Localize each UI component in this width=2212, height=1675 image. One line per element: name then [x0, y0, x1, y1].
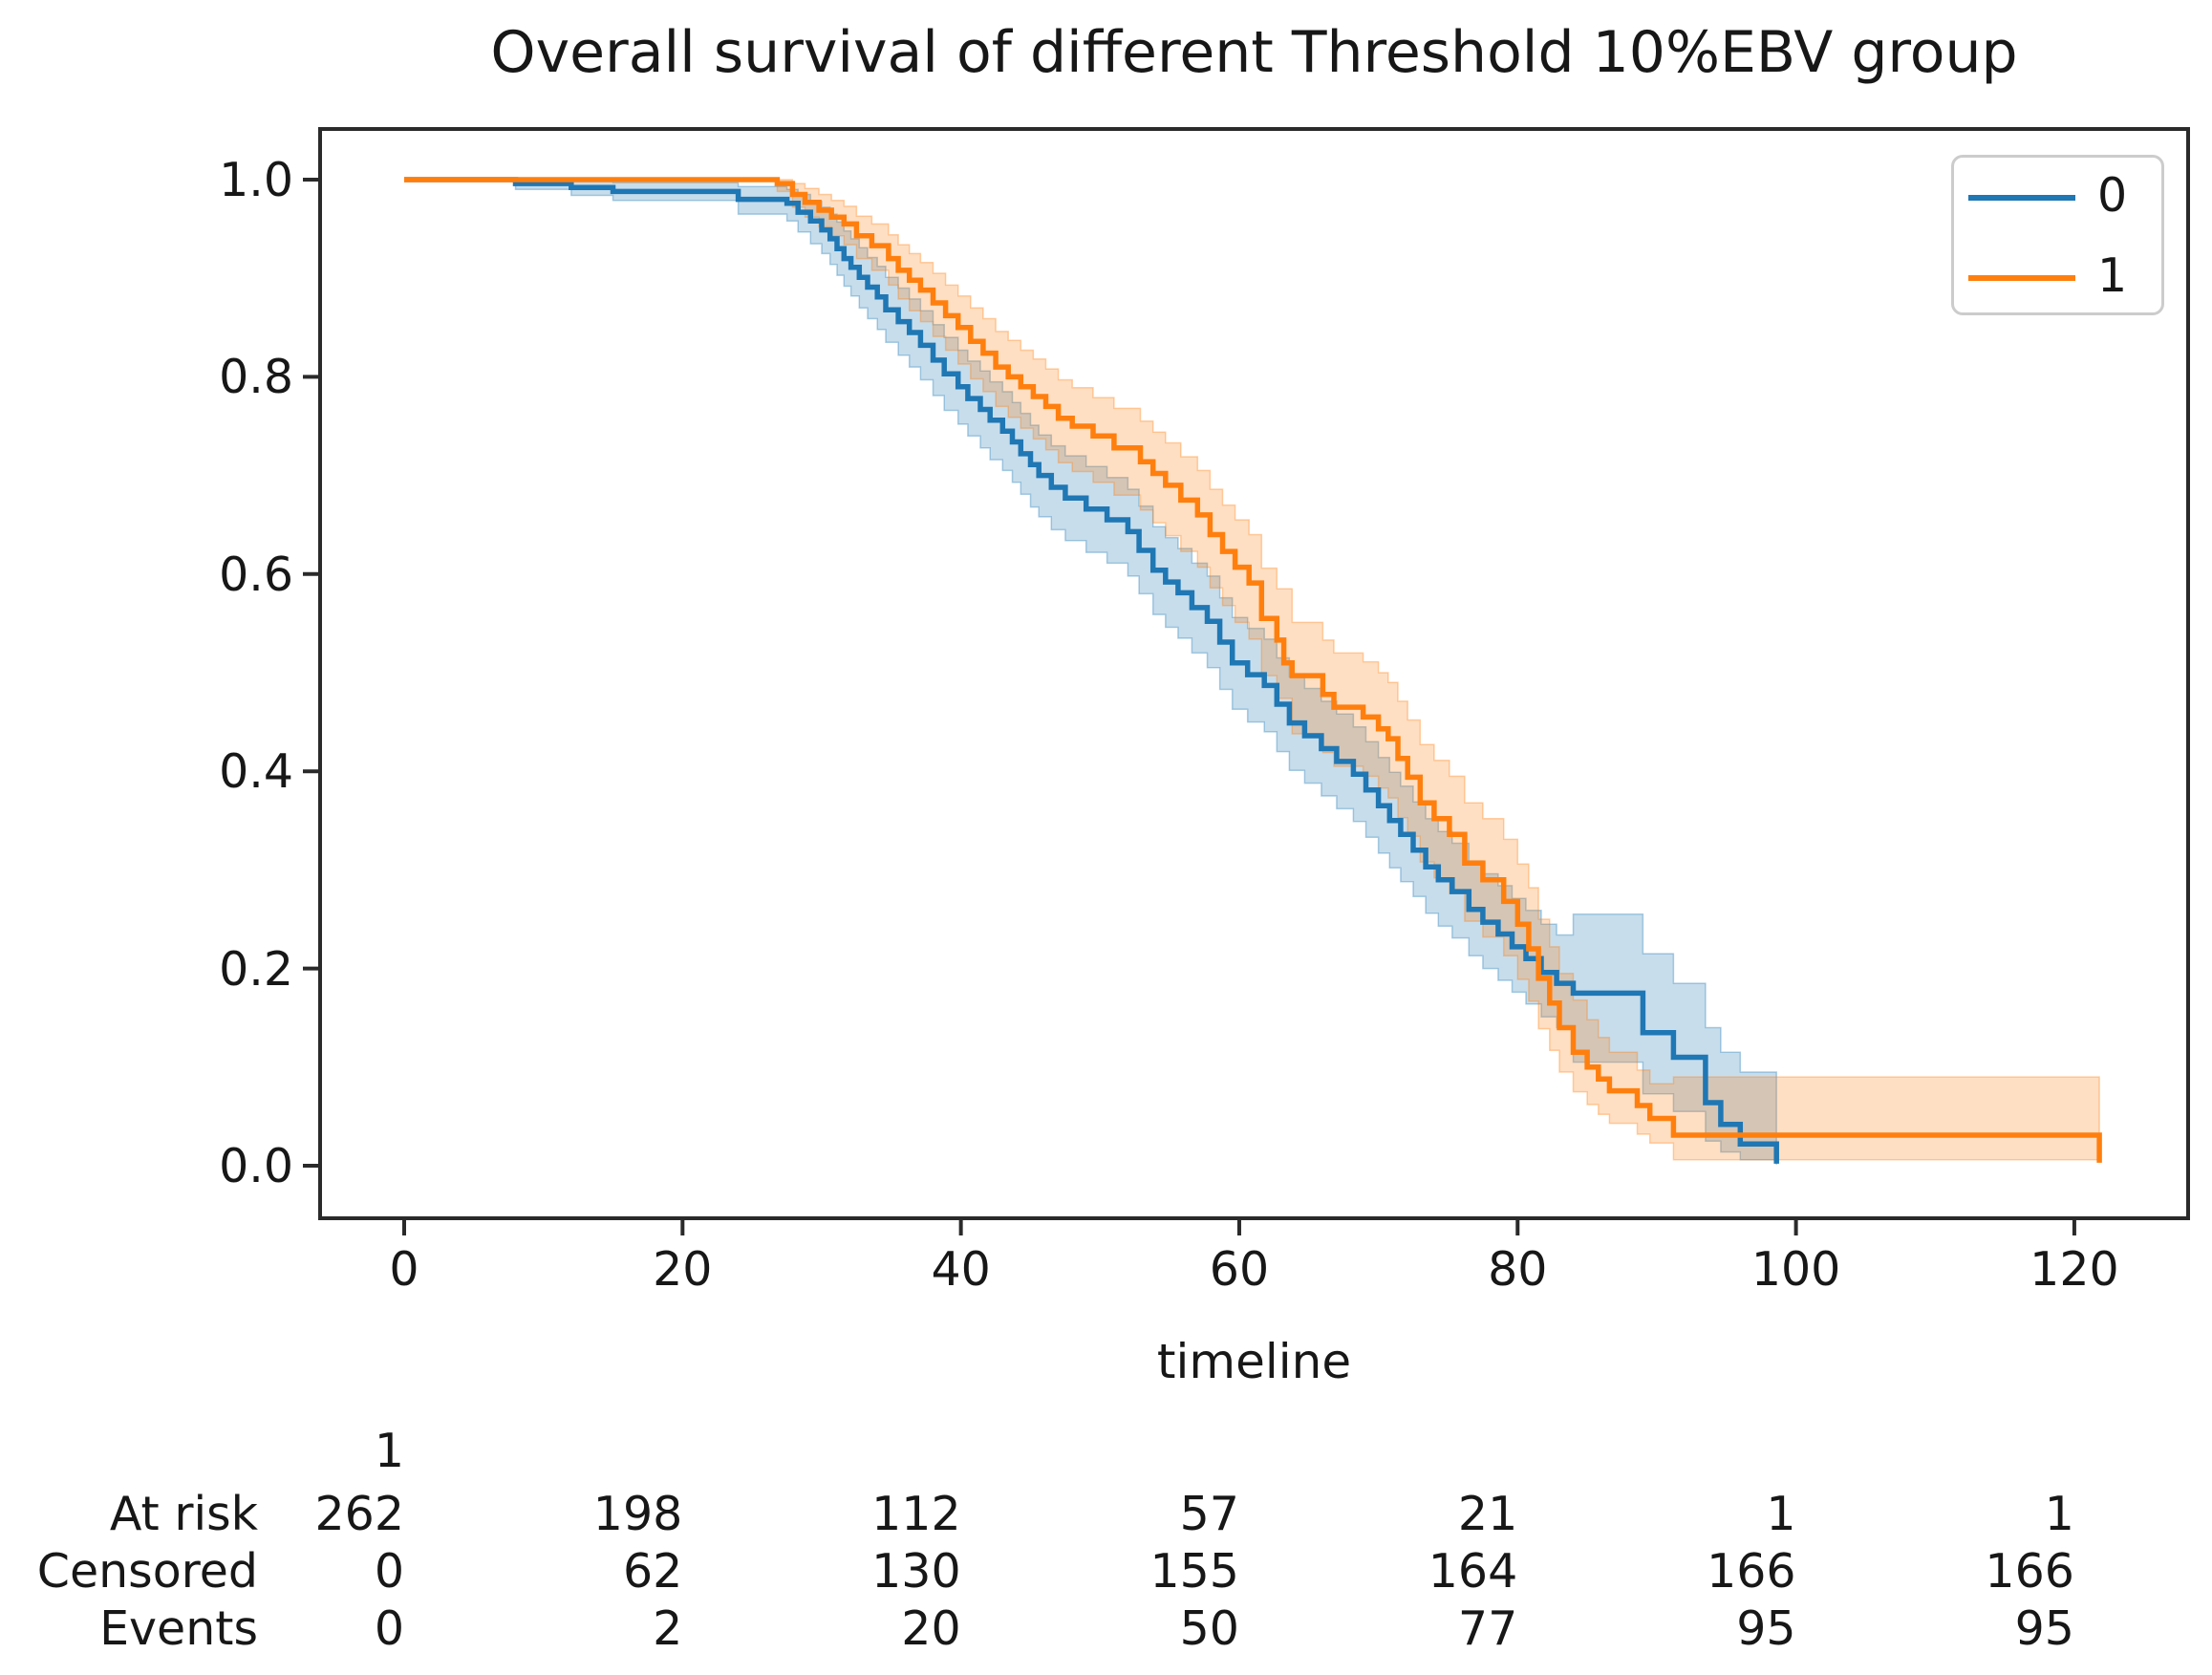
- x-tick-label-120: 120: [2029, 1242, 2119, 1297]
- y-tick-label-0.8: 0.8: [219, 350, 293, 405]
- risk-value-at-risk-t20: 198: [592, 1487, 683, 1541]
- risk-value-censored-t20: 62: [622, 1544, 683, 1599]
- y-tick-label-1.0: 1.0: [219, 153, 293, 207]
- risk-row-label-censored: Censored: [36, 1544, 258, 1599]
- risk-value-at-risk-t120: 1: [2044, 1487, 2074, 1541]
- legend-item-group-1: 1: [1954, 238, 2161, 318]
- x-tick-label-100: 100: [1750, 1242, 1841, 1297]
- risk-value-censored-t0: 0: [374, 1544, 404, 1599]
- risk-value-events-t20: 2: [653, 1601, 683, 1656]
- risk-value-events-t0: 0: [374, 1601, 404, 1656]
- risk-row-label-at-risk: At risk: [109, 1487, 258, 1541]
- risk-value-censored-t100: 166: [1707, 1544, 1796, 1599]
- x-tick-label-40: 40: [931, 1242, 991, 1297]
- x-tick-label-60: 60: [1209, 1242, 1270, 1297]
- ci-band-group-0: [514, 179, 1777, 1165]
- risk-value-censored-t40: 130: [871, 1544, 961, 1599]
- y-tick-label-0.4: 0.4: [219, 744, 293, 800]
- legend-box: 0 1: [1951, 155, 2164, 315]
- risk-value-events-t80: 77: [1457, 1601, 1518, 1656]
- y-tick-label-0.6: 0.6: [219, 547, 293, 602]
- x-tick-label-80: 80: [1488, 1242, 1548, 1297]
- risk-value-censored-t120: 166: [1985, 1544, 2074, 1599]
- risk-value-at-risk-t40: 112: [871, 1487, 961, 1541]
- chart-title: Overall survival of different Threshold …: [490, 19, 2018, 86]
- legend-line-swatch-blue: [1968, 195, 2075, 201]
- survival-curve-group-1: [404, 177, 2102, 1163]
- y-tick-label-0.2: 0.2: [219, 941, 293, 997]
- survival-curve-group-0: [404, 177, 1779, 1164]
- risk-value-censored-t60: 155: [1149, 1544, 1239, 1599]
- x-axis-label: timeline: [1156, 1334, 1352, 1389]
- ci-band-group-1: [776, 179, 2100, 1161]
- risk-value-events-t100: 95: [1736, 1601, 1796, 1656]
- risk-value-at-risk-t80: 21: [1457, 1487, 1518, 1541]
- legend-label-group-1: 1: [2097, 248, 2128, 304]
- risk-value-censored-t80: 164: [1428, 1544, 1518, 1599]
- risk-value-events-t60: 50: [1179, 1601, 1239, 1656]
- x-tick-label-0: 0: [389, 1242, 419, 1297]
- risk-row-label-events: Events: [99, 1601, 258, 1656]
- at-risk-group-label: 1: [374, 1424, 404, 1478]
- axes-box: [318, 127, 2190, 1220]
- risk-value-events-t40: 20: [901, 1601, 961, 1656]
- risk-value-at-risk-t100: 1: [1766, 1487, 1796, 1541]
- legend-item-group-0: 0: [1954, 158, 2161, 238]
- x-tick-label-20: 20: [653, 1242, 713, 1297]
- legend-line-swatch-orange: [1968, 275, 2075, 281]
- risk-value-events-t120: 95: [2014, 1601, 2074, 1656]
- y-tick-label-0.0: 0.0: [219, 1139, 293, 1193]
- legend-label-group-0: 0: [2097, 168, 2128, 224]
- risk-value-at-risk-t0: 262: [314, 1487, 404, 1541]
- risk-value-at-risk-t60: 57: [1179, 1487, 1239, 1541]
